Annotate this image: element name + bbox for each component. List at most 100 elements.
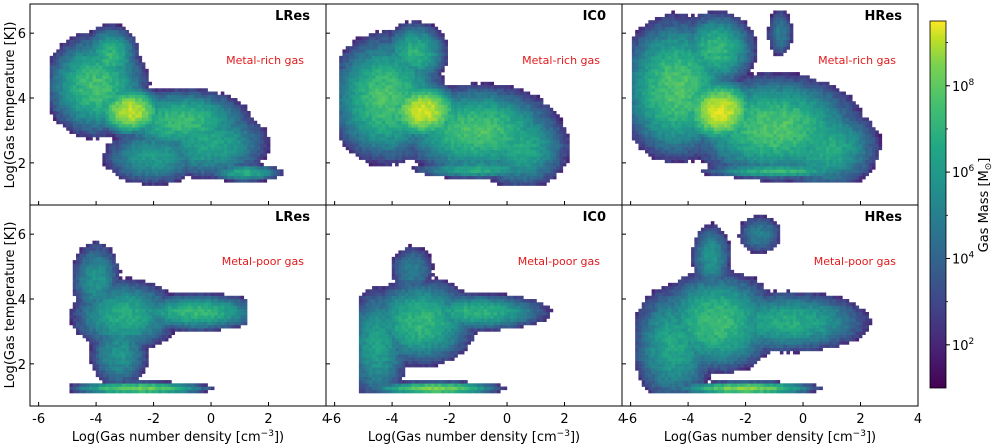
heatmap-cell bbox=[122, 140, 126, 144]
heatmap-cell bbox=[510, 175, 514, 180]
heatmap-cell bbox=[395, 88, 399, 92]
heatmap-cell bbox=[62, 101, 67, 105]
heatmap-cell bbox=[671, 33, 675, 37]
heatmap-cell bbox=[457, 162, 462, 167]
heatmap-cell bbox=[164, 156, 169, 160]
heatmap-cell bbox=[154, 175, 159, 180]
heatmap-cell bbox=[135, 179, 139, 183]
heatmap-cell bbox=[204, 123, 208, 128]
heatmap-cell bbox=[431, 23, 435, 27]
heatmap-cell bbox=[372, 88, 376, 92]
heatmap-cell bbox=[526, 114, 531, 118]
heatmap-cell bbox=[141, 153, 146, 157]
heatmap-cell bbox=[141, 81, 146, 86]
heatmap-cell bbox=[474, 91, 478, 96]
heatmap-cell bbox=[638, 104, 643, 109]
heatmap-cell bbox=[645, 68, 649, 73]
heatmap-cell bbox=[381, 146, 386, 151]
heatmap-cell bbox=[108, 72, 113, 76]
heatmap-cell bbox=[378, 159, 383, 164]
heatmap-cells bbox=[631, 10, 883, 183]
heatmap-cell bbox=[424, 49, 429, 53]
heatmap-cell bbox=[115, 81, 120, 86]
heatmap-cell bbox=[474, 127, 478, 131]
heatmap-cell bbox=[414, 59, 419, 63]
heatmap-cell bbox=[391, 133, 396, 138]
heatmap-cell bbox=[141, 149, 146, 154]
heatmap-cell bbox=[441, 52, 445, 57]
heatmap-cell bbox=[191, 120, 195, 125]
heatmap-cell bbox=[145, 101, 149, 105]
heatmap-cell bbox=[427, 159, 432, 164]
heatmap-cell bbox=[92, 29, 97, 34]
heatmap-cell bbox=[480, 162, 485, 167]
heatmap-cell bbox=[408, 55, 412, 60]
heatmap-cell bbox=[217, 156, 222, 160]
heatmap-cell bbox=[131, 114, 136, 118]
heatmap-cell bbox=[645, 23, 649, 27]
heatmap-cell bbox=[668, 78, 672, 83]
heatmap-cell bbox=[434, 94, 439, 99]
heatmap-cell bbox=[437, 33, 442, 37]
heatmap-cell bbox=[260, 162, 264, 167]
heatmap-cell bbox=[457, 175, 462, 180]
heatmap-cell bbox=[654, 156, 659, 160]
heatmap-cell bbox=[638, 123, 643, 128]
heatmap-cell bbox=[404, 88, 409, 92]
heatmap-cell bbox=[375, 68, 379, 73]
heatmap-cell bbox=[342, 101, 347, 105]
heatmap-cell bbox=[260, 175, 264, 180]
heatmap-cell bbox=[674, 110, 679, 115]
heatmap-cell bbox=[546, 140, 550, 144]
heatmap-cell bbox=[635, 123, 639, 128]
heatmap-cell bbox=[427, 133, 432, 138]
heatmap-cell bbox=[164, 123, 169, 128]
heatmap-cell bbox=[674, 55, 679, 60]
heatmap-cell bbox=[411, 130, 416, 134]
heatmap-cell bbox=[651, 39, 656, 44]
heatmap-cell bbox=[342, 85, 347, 89]
heatmap-cell bbox=[391, 85, 396, 89]
heatmap-cell bbox=[395, 36, 399, 40]
heatmap-cell bbox=[493, 127, 498, 131]
heatmap-cell bbox=[487, 146, 491, 151]
heatmap-cell bbox=[431, 117, 435, 122]
heatmap-cell bbox=[237, 149, 241, 154]
heatmap-cell bbox=[388, 65, 393, 70]
heatmap-cell bbox=[368, 94, 373, 99]
heatmap-cell bbox=[434, 75, 439, 79]
heatmap-cell bbox=[168, 146, 172, 151]
heatmap-cell bbox=[76, 133, 80, 138]
heatmap-cell bbox=[187, 133, 192, 138]
heatmap-cell bbox=[450, 140, 455, 144]
heatmap-cell bbox=[191, 133, 195, 138]
heatmap-cell bbox=[404, 36, 409, 40]
heatmap-cell bbox=[516, 114, 521, 118]
heatmap-cell bbox=[648, 91, 652, 96]
heatmap-cell bbox=[197, 140, 202, 144]
heatmap-cell bbox=[467, 91, 472, 96]
heatmap-cell bbox=[207, 107, 212, 112]
heatmap-cell bbox=[99, 33, 103, 37]
heatmap-cell bbox=[197, 127, 202, 131]
heatmap-cell bbox=[115, 136, 120, 141]
heatmap-cell bbox=[66, 88, 70, 92]
heatmap-cell bbox=[664, 120, 669, 125]
heatmap-cell bbox=[145, 162, 149, 167]
heatmap-cell bbox=[128, 127, 133, 131]
heatmap-cell bbox=[59, 85, 64, 89]
heatmap-cell bbox=[411, 36, 416, 40]
heatmap-cell bbox=[250, 136, 254, 141]
heatmap-cell bbox=[559, 130, 564, 134]
heatmap-cell bbox=[447, 156, 452, 160]
heatmap-cell bbox=[408, 107, 412, 112]
heatmap-cell bbox=[365, 127, 370, 131]
heatmap-cell bbox=[404, 91, 409, 96]
heatmap-cell bbox=[108, 65, 113, 70]
heatmap-cell bbox=[148, 153, 152, 157]
heatmap-cell bbox=[477, 172, 481, 177]
heatmap-cell bbox=[411, 101, 416, 105]
heatmap-cell bbox=[651, 143, 656, 147]
heatmap-cell bbox=[197, 162, 202, 167]
heatmap-cell bbox=[391, 143, 396, 147]
